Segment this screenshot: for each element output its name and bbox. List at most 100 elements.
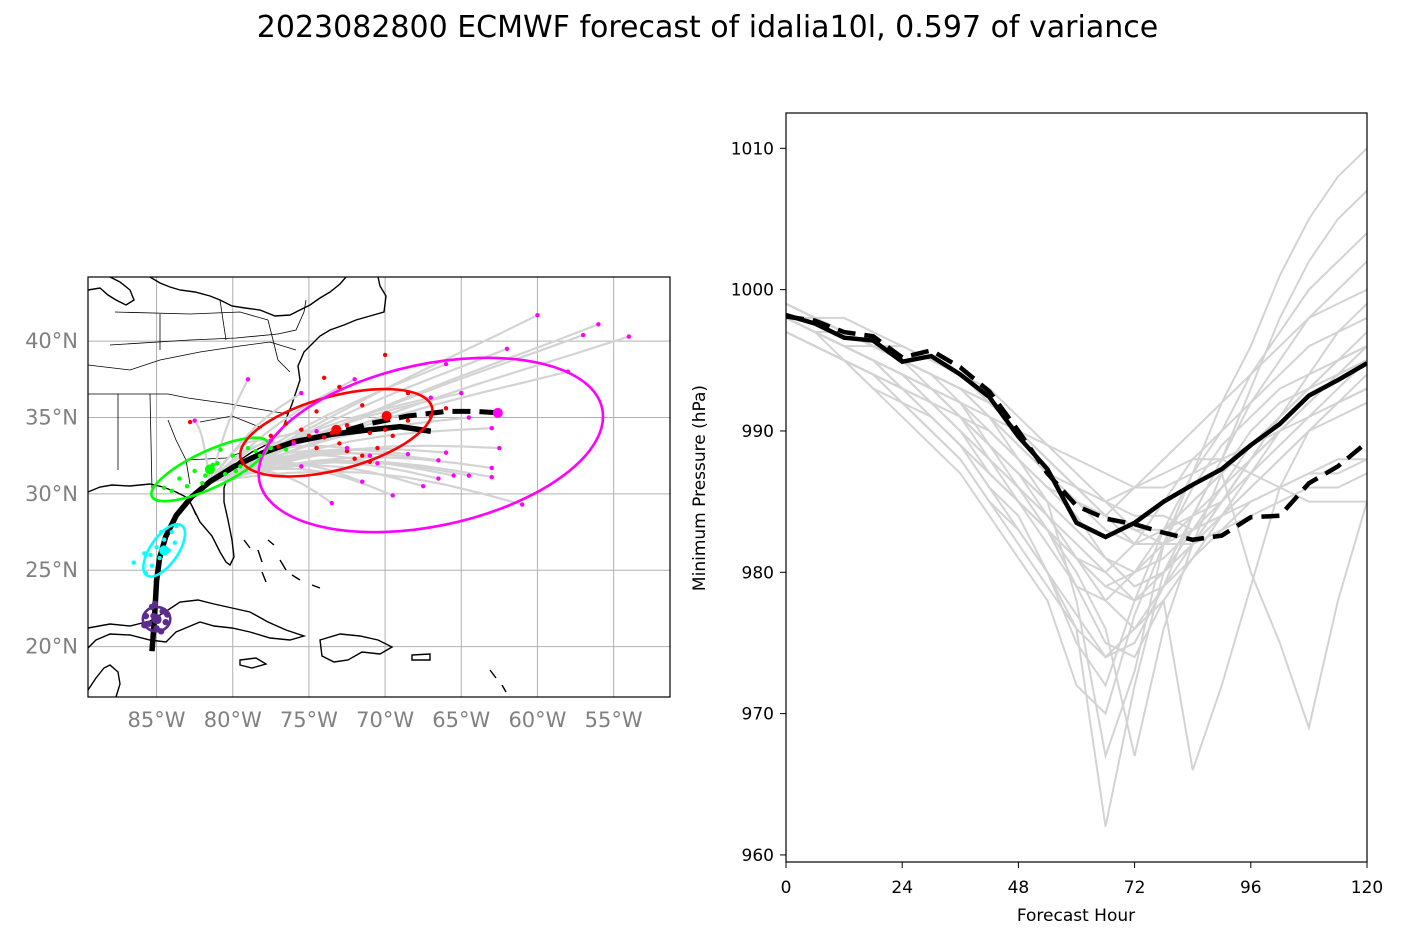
magenta-position — [443, 361, 449, 367]
red-position — [382, 352, 388, 358]
map-lon-tick-label: 75°W — [280, 708, 338, 732]
green-position — [200, 480, 205, 486]
magenta-position — [504, 346, 510, 351]
pressure-y-tick-label: 990 — [742, 422, 774, 442]
purple-position — [153, 625, 160, 632]
cyan-position — [174, 523, 179, 529]
cyan-position — [169, 529, 174, 535]
magenta-position — [520, 502, 525, 507]
magenta-position — [245, 377, 251, 382]
red-position — [337, 384, 342, 390]
magenta-position — [329, 500, 334, 506]
green-position — [184, 484, 190, 489]
red-position — [405, 390, 411, 396]
green-position — [218, 447, 223, 452]
red-position — [314, 409, 319, 414]
track-map: 85°W 80°W 75°W 70°W 65°W 60°W 55°W 20°N 25°N 30°… — [25, 276, 671, 732]
map-lat-tick-label: 20°N — [25, 635, 78, 659]
map-lon-tick-label: 80°W — [204, 708, 262, 732]
pressure-ensemble-line — [786, 331, 1367, 659]
magenta-position — [466, 473, 472, 478]
red-position — [344, 422, 350, 428]
magenta-position — [375, 461, 380, 466]
pressure-x-tick-label: 72 — [1124, 878, 1146, 898]
magenta-position — [299, 464, 304, 469]
magenta-position — [352, 377, 357, 382]
purple-position — [141, 622, 148, 629]
pressure-x-tick-label: 24 — [891, 878, 913, 898]
red-position — [405, 418, 411, 423]
page-title: 2023082800 ECMWF forecast of idalia10l, … — [256, 10, 1159, 45]
cyan-position — [148, 552, 153, 558]
magenta-position — [489, 465, 494, 471]
map-lon-tick-label: 55°W — [585, 708, 643, 732]
pressure-x-tick-label: 0 — [781, 878, 792, 898]
magenta-position — [344, 445, 350, 451]
red-position — [367, 459, 373, 464]
pressure-dashed-line — [786, 314, 1367, 543]
cyan-position — [161, 537, 167, 542]
green-position — [230, 453, 235, 458]
red-position — [321, 375, 327, 380]
magenta-position — [291, 441, 296, 446]
red-position — [360, 403, 365, 408]
magenta-position — [580, 332, 586, 338]
cyan-position — [131, 560, 136, 565]
green-position — [215, 461, 220, 466]
pressure-mean-lines — [786, 312, 1367, 543]
green-position — [161, 485, 167, 490]
red-position — [390, 433, 395, 439]
red-position — [314, 445, 319, 451]
pressure-ensemble-line — [786, 260, 1367, 659]
magenta-position — [405, 451, 411, 457]
pressure-y-tick-label: 980 — [742, 563, 774, 583]
red-position — [344, 448, 350, 454]
pressure-y-tick-label: 970 — [742, 705, 774, 725]
pressure-x-tick-label: 120 — [1351, 878, 1383, 898]
red-position — [360, 453, 365, 458]
pressure-y-tick-label: 1000 — [731, 281, 774, 301]
magenta-position — [299, 390, 304, 396]
cyan-position — [149, 563, 155, 568]
pressure-ensemble-line — [786, 317, 1367, 546]
map-lat-tick-label: 35°N — [25, 406, 78, 430]
green-position — [192, 468, 197, 474]
purple-position — [159, 608, 166, 615]
pressure-y-tick-label: 1010 — [731, 139, 774, 159]
magenta-position — [420, 484, 426, 489]
purple-position — [151, 600, 159, 608]
purple-position — [157, 628, 165, 635]
red-position — [375, 445, 380, 451]
red-position — [337, 441, 342, 446]
red-position — [306, 433, 312, 439]
map-lat-tick-label: 40°N — [25, 329, 78, 353]
magenta-position — [451, 473, 456, 478]
pressure-ensemble-line — [786, 232, 1367, 688]
mean-position-marker — [204, 464, 215, 475]
red-position — [268, 433, 274, 439]
cyan-position — [172, 540, 178, 545]
magenta-position — [428, 395, 434, 400]
magenta-position — [626, 334, 632, 339]
mean-position-marker — [151, 614, 162, 625]
green-position — [245, 445, 251, 451]
pressure-ensemble-line — [786, 302, 1367, 546]
map-lon-tick-label: 60°W — [508, 708, 566, 732]
red-position — [321, 435, 327, 440]
purple-position — [142, 612, 150, 620]
ellipse-f24 — [150, 436, 270, 503]
map-lon-tick-label: 65°W — [432, 708, 490, 732]
red-position — [443, 406, 449, 411]
magenta-position — [596, 322, 601, 327]
mean-position-marker — [492, 407, 503, 418]
red-position — [428, 413, 434, 419]
uncertainty-ellipses — [141, 356, 605, 633]
magenta-position — [466, 415, 472, 420]
purple-position — [164, 611, 171, 618]
green-position — [238, 464, 243, 469]
pressure-x-ticks: 0 24 48 72 96 120 — [781, 862, 1383, 898]
magenta-position — [436, 476, 441, 481]
red-position — [382, 427, 388, 432]
magenta-position — [497, 445, 502, 451]
